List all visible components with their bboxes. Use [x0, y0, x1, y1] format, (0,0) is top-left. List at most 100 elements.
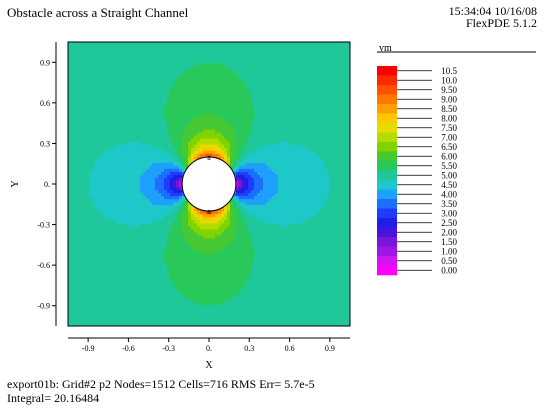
contour-cell	[224, 126, 228, 131]
contour-cell	[245, 187, 249, 191]
contour-cell	[248, 129, 252, 134]
y-tick-label: -0.3	[37, 221, 50, 230]
contour-cell	[266, 205, 270, 209]
contour-cell	[299, 208, 303, 212]
contour-cell	[215, 211, 219, 215]
contour-cell	[263, 196, 267, 200]
contour-cell	[260, 165, 264, 170]
contour-cell	[176, 247, 180, 251]
contour-cell	[146, 208, 150, 212]
contour-cell	[209, 214, 213, 218]
contour-cell	[236, 96, 240, 100]
contour-cell	[101, 156, 105, 161]
footer-stats: export01b: Grid#2 p2 Nodes=1512 Cells=71…	[7, 377, 315, 391]
contour-cell	[236, 265, 240, 269]
contour-cell	[317, 193, 321, 197]
contour-cell	[89, 193, 93, 197]
contour-cell	[251, 247, 255, 251]
contour-cell	[224, 129, 228, 134]
contour-cell	[239, 247, 243, 251]
contour-cell	[233, 226, 237, 230]
contour-cell	[176, 177, 180, 182]
contour-cell	[116, 165, 120, 170]
contour-cell	[197, 102, 201, 106]
contour-cell	[311, 168, 315, 173]
contour-cell	[239, 123, 243, 127]
contour-cell	[173, 244, 177, 248]
contour-cell	[131, 171, 135, 176]
contour-cell	[236, 214, 240, 218]
contour-cell	[200, 75, 204, 79]
contour-cell	[143, 180, 147, 185]
contour-cell	[134, 208, 138, 212]
contour-cell	[275, 174, 279, 179]
contour-cell	[194, 277, 198, 282]
contour-cell	[200, 84, 204, 88]
contour-cell	[278, 174, 282, 179]
contour-cell	[296, 165, 300, 170]
contour-cell	[179, 247, 183, 251]
contour-cell	[254, 177, 258, 182]
contour-cell	[236, 211, 240, 215]
contour-cell	[149, 187, 153, 191]
contour-cell	[203, 120, 207, 124]
contour-cell	[218, 75, 222, 79]
contour-cell	[203, 63, 207, 67]
contour-cell	[299, 156, 303, 161]
contour-cell	[209, 250, 213, 254]
contour-cell	[170, 259, 174, 263]
contour-cell	[104, 211, 108, 215]
contour-cell	[317, 180, 321, 185]
contour-cell	[188, 93, 192, 97]
contour-cell	[260, 214, 264, 218]
contour-cell	[179, 180, 183, 185]
contour-cell	[170, 99, 174, 103]
contour-cell	[155, 168, 159, 173]
contour-cell	[161, 150, 165, 155]
contour-cell	[164, 111, 168, 115]
contour-cell	[212, 283, 216, 288]
contour-cell	[167, 238, 171, 242]
contour-cell	[215, 265, 219, 269]
contour-cell	[185, 265, 189, 269]
y-tick-label: 0.6	[40, 99, 50, 108]
contour-cell	[239, 232, 243, 236]
contour-cell	[92, 174, 96, 179]
contour-cell	[173, 159, 177, 164]
contour-cell	[203, 274, 207, 279]
contour-cell	[191, 217, 195, 221]
contour-cell	[221, 96, 225, 100]
contour-cell	[107, 159, 111, 164]
contour-cell	[215, 66, 219, 70]
contour-cell	[218, 141, 222, 146]
contour-cell	[281, 174, 285, 179]
contour-cell	[122, 211, 126, 215]
contour-cell	[215, 111, 219, 115]
contour-cell	[242, 283, 246, 288]
contour-cell	[137, 220, 141, 224]
contour-cell	[188, 96, 192, 100]
contour-cell	[233, 120, 237, 124]
contour-cell	[230, 129, 234, 134]
contour-cell	[308, 177, 312, 182]
contour-cell	[113, 147, 117, 152]
contour-cell	[314, 153, 318, 158]
contour-cell	[143, 196, 147, 200]
contour-cell	[197, 99, 201, 103]
contour-cell	[281, 220, 285, 224]
contour-cell	[230, 69, 234, 73]
contour-cell	[203, 96, 207, 100]
contour-cell	[98, 159, 102, 164]
contour-cell	[209, 220, 213, 224]
contour-cell	[155, 153, 159, 158]
contour-cell	[128, 193, 132, 197]
contour-cell	[317, 156, 321, 161]
contour-cell	[314, 156, 318, 161]
contour-cell	[113, 177, 117, 182]
contour-cell	[197, 292, 201, 297]
contour-cell	[230, 138, 234, 143]
contour-cell	[95, 205, 99, 209]
contour-cell	[116, 208, 120, 212]
contour-cell	[323, 165, 327, 170]
contour-cell	[95, 168, 99, 173]
